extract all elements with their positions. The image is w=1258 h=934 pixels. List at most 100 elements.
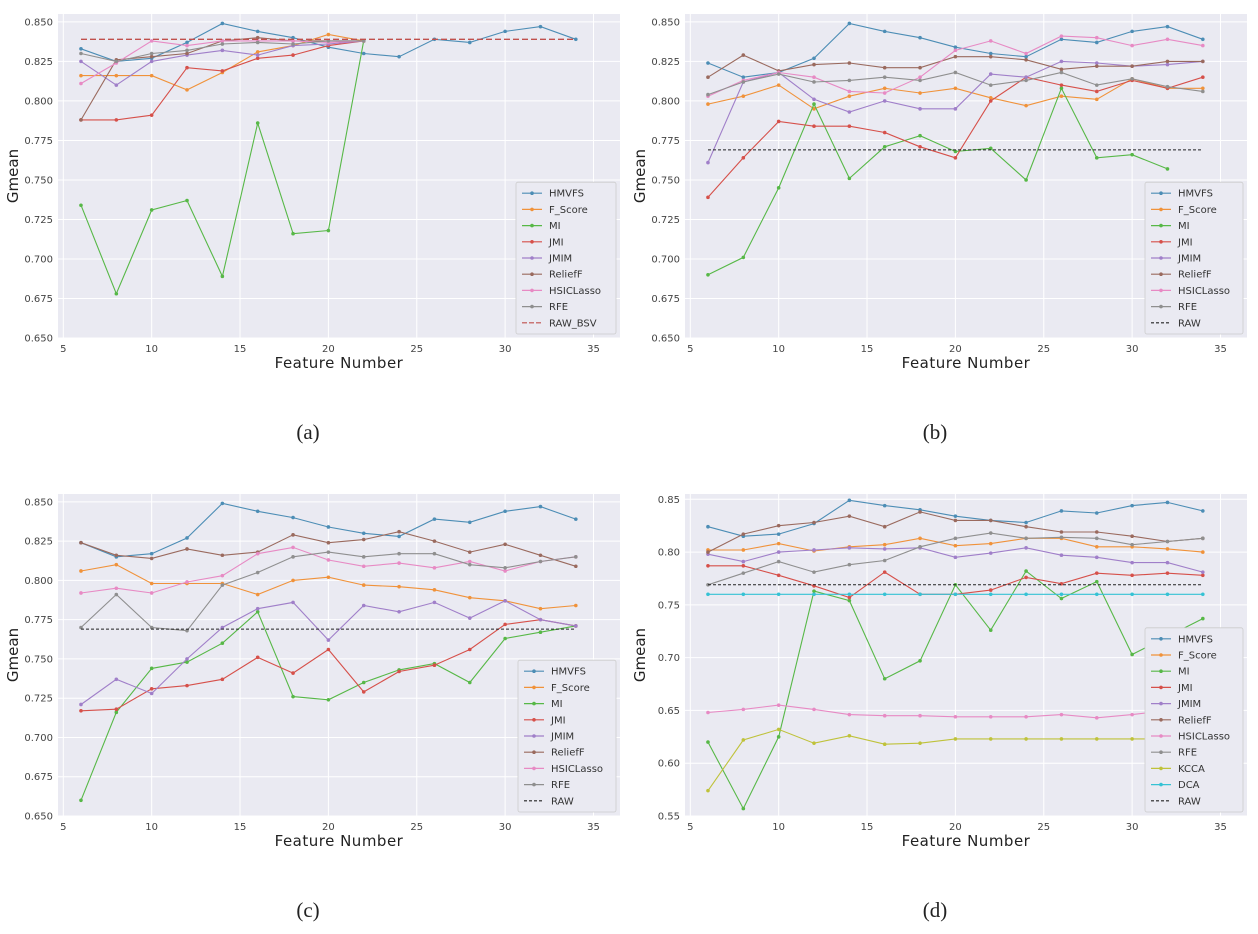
data-point bbox=[1024, 714, 1028, 719]
data-point bbox=[432, 600, 437, 605]
data-point bbox=[1130, 573, 1134, 578]
data-point bbox=[149, 666, 154, 671]
data-point bbox=[574, 603, 578, 608]
data-point bbox=[953, 592, 958, 597]
data-point bbox=[988, 531, 993, 535]
data-point bbox=[1130, 592, 1134, 597]
y-tick-label: 0.725 bbox=[24, 215, 53, 226]
y-tick-label: 0.675 bbox=[24, 772, 53, 783]
data-point bbox=[291, 545, 295, 550]
data-point bbox=[1201, 75, 1205, 80]
data-point bbox=[1059, 94, 1064, 98]
legend-marker bbox=[532, 782, 536, 787]
data-point bbox=[1024, 58, 1028, 62]
data-point bbox=[706, 524, 710, 529]
chart-a: 0.650 0.675 0.700 0.725 0.750 0.775 0.800 0.825… bbox=[4, 14, 620, 372]
x-tick-label: 5 bbox=[687, 344, 693, 355]
x-tick-label: 25 bbox=[1037, 822, 1050, 833]
legend-entry: ReliefF bbox=[1178, 270, 1212, 281]
data-point bbox=[1130, 77, 1134, 81]
y-tick-label: 0.800 bbox=[24, 96, 53, 107]
data-point bbox=[882, 558, 887, 563]
caption-a: (a) bbox=[296, 420, 320, 444]
data-point bbox=[432, 539, 437, 543]
data-point bbox=[847, 598, 852, 603]
data-point bbox=[1201, 573, 1205, 578]
data-point bbox=[988, 592, 993, 597]
x-tick-label: 15 bbox=[861, 822, 874, 833]
legend-entry: ReliefF bbox=[1178, 715, 1212, 726]
data-point bbox=[291, 515, 295, 520]
data-point bbox=[185, 536, 189, 540]
data-point bbox=[79, 59, 83, 64]
legend-marker bbox=[1159, 256, 1163, 260]
y-tick-label: 0.700 bbox=[651, 254, 680, 265]
legend-marker bbox=[532, 685, 536, 690]
legend-frame bbox=[517, 659, 617, 813]
data-point bbox=[918, 65, 922, 70]
data-point bbox=[988, 39, 993, 43]
data-point bbox=[1130, 652, 1134, 657]
legend-marker bbox=[530, 191, 534, 195]
chart-b: 0.650 0.675 0.700 0.725 0.750 0.775 0.800 0.825… bbox=[631, 14, 1247, 372]
y-tick-label: 0.60 bbox=[658, 759, 680, 770]
data-point bbox=[114, 83, 119, 87]
legend-entry: F_Score bbox=[1178, 651, 1217, 662]
legend-marker bbox=[1159, 669, 1163, 673]
x-tick-label: 30 bbox=[499, 822, 512, 833]
data-point bbox=[291, 231, 295, 236]
x-tick-label: 30 bbox=[1126, 822, 1139, 833]
x-tick-label: 30 bbox=[1126, 344, 1139, 355]
legend-entry: HSICLasso bbox=[549, 286, 601, 297]
data-point bbox=[467, 559, 472, 564]
data-point bbox=[988, 51, 993, 56]
y-axis-label: Gmean bbox=[631, 628, 649, 682]
data-point bbox=[918, 133, 922, 138]
data-point bbox=[988, 628, 993, 632]
data-point bbox=[1094, 511, 1099, 515]
legend-entry: JMI bbox=[1177, 237, 1193, 248]
data-point bbox=[467, 595, 472, 600]
data-point bbox=[1024, 569, 1028, 573]
legend-entry: MI bbox=[549, 221, 561, 232]
data-point bbox=[706, 272, 710, 277]
data-point bbox=[1059, 70, 1064, 75]
data-point bbox=[503, 509, 507, 514]
data-point bbox=[706, 710, 710, 715]
data-point bbox=[185, 198, 189, 203]
data-point bbox=[988, 83, 993, 87]
data-point bbox=[1094, 83, 1099, 87]
data-point bbox=[185, 40, 189, 45]
data-point bbox=[1059, 553, 1064, 558]
data-point bbox=[812, 75, 816, 80]
legend-entry: JMI bbox=[550, 715, 566, 726]
data-point bbox=[953, 555, 958, 560]
data-point bbox=[326, 638, 331, 642]
series-jmim bbox=[79, 599, 578, 707]
x-tick-label: 35 bbox=[1214, 344, 1227, 355]
data-point bbox=[79, 51, 83, 56]
data-point bbox=[847, 712, 852, 717]
data-point bbox=[918, 35, 922, 40]
data-point bbox=[1201, 509, 1205, 513]
data-point bbox=[812, 520, 816, 525]
data-point bbox=[149, 59, 154, 64]
legend-marker bbox=[530, 304, 534, 309]
data-point bbox=[776, 119, 781, 124]
data-point bbox=[847, 546, 852, 550]
data-point bbox=[741, 548, 746, 552]
data-point bbox=[326, 575, 331, 580]
data-point bbox=[255, 56, 260, 61]
data-point bbox=[1130, 534, 1134, 539]
legend-marker bbox=[1159, 288, 1163, 293]
chart-c: 0.650 0.675 0.700 0.725 0.750 0.775 0.800 0.825… bbox=[4, 494, 620, 850]
y-tick-label: 0.800 bbox=[24, 576, 53, 587]
legend-marker bbox=[1159, 653, 1163, 657]
legend-entry: F_Score bbox=[549, 205, 588, 216]
data-point bbox=[812, 80, 816, 84]
data-point bbox=[882, 130, 887, 135]
data-point bbox=[361, 51, 366, 56]
data-point bbox=[1165, 62, 1170, 67]
data-point bbox=[255, 570, 260, 575]
data-point bbox=[291, 533, 295, 537]
